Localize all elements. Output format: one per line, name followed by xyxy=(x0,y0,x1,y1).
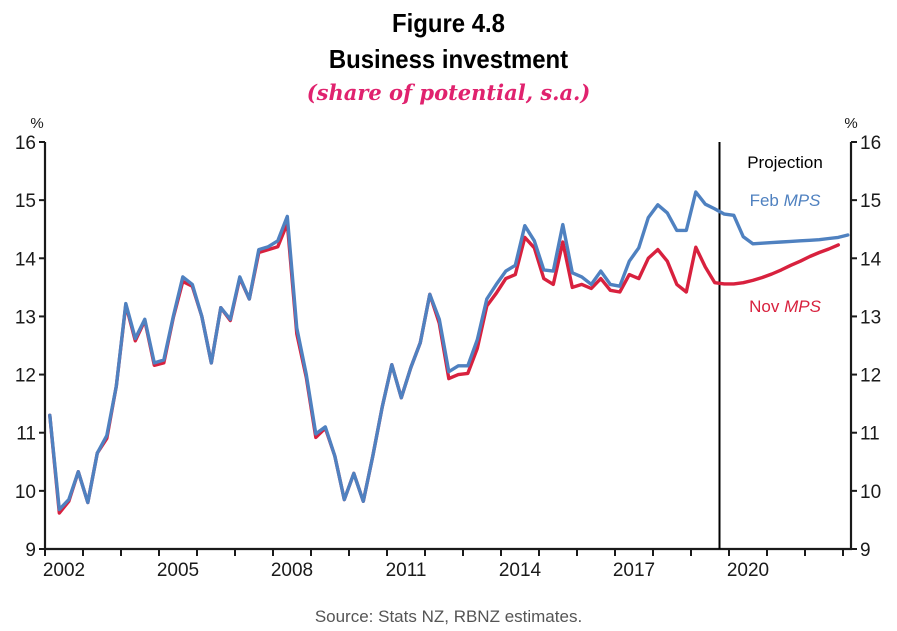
right-y-tick-label: 14 xyxy=(860,249,882,270)
legend-nov-mps-italic: MPS xyxy=(784,297,822,316)
left-y-tick-label: 16 xyxy=(15,133,36,154)
right-y-tick-label: 16 xyxy=(860,133,881,154)
series-line-feb-mps xyxy=(48,190,850,512)
legend-nov-prefix: Nov xyxy=(749,297,784,316)
legend-feb-mps: Feb MPS xyxy=(750,191,822,210)
chart-subtitle: (share of potential, s.a.) xyxy=(306,80,591,105)
right-y-tick-label: 9 xyxy=(860,540,871,561)
right-y-tick-label: 15 xyxy=(860,191,881,212)
left-y-unit-label: % xyxy=(30,115,43,132)
projection-label: Projection xyxy=(747,153,823,172)
right-y-tick-label: 12 xyxy=(860,366,881,387)
right-y-tick-label: 11 xyxy=(860,424,880,445)
legend-feb-mps-italic: MPS xyxy=(784,191,822,210)
chart-area: 9 9 10 10 11 11 12 12 13 13 14 14 15 15 16 16% % 2002 2005… xyxy=(15,115,882,581)
right-y-unit-label: % xyxy=(844,115,857,132)
right-y-tick-label: 13 xyxy=(860,307,881,328)
x-tick-label: 2008 xyxy=(271,560,313,581)
right-y-tick-label: 10 xyxy=(860,482,881,503)
chart-title: Business investment xyxy=(328,44,569,74)
x-tick-label: 2005 xyxy=(157,560,199,581)
left-y-tick-label: 9 xyxy=(25,540,36,561)
left-y-tick-label: 13 xyxy=(15,307,36,328)
x-tick-label: 2017 xyxy=(613,560,655,581)
left-y-tick-label: 15 xyxy=(15,191,36,212)
figure-number: Figure 4.8 xyxy=(391,8,505,38)
source-note: Source: Stats NZ, RBNZ estimates. xyxy=(314,607,583,626)
x-tick-label: 2020 xyxy=(727,560,769,581)
left-y-tick-label: 12 xyxy=(15,366,36,387)
legend-nov-mps: Nov MPS xyxy=(749,297,821,316)
legend-feb-prefix: Feb xyxy=(750,191,784,210)
x-tick-label: 2011 xyxy=(386,560,427,581)
left-y-tick-label: 14 xyxy=(15,249,37,270)
series-lines xyxy=(48,190,850,515)
left-y-tick-label: 11 xyxy=(16,424,36,445)
x-tick-label: 2002 xyxy=(43,560,85,581)
axes: 9 9 10 10 11 11 12 12 13 13 14 14 15 15 16 16% % 2002 2005… xyxy=(15,115,882,581)
left-y-tick-label: 10 xyxy=(15,482,36,503)
x-tick-label: 2014 xyxy=(499,560,542,581)
